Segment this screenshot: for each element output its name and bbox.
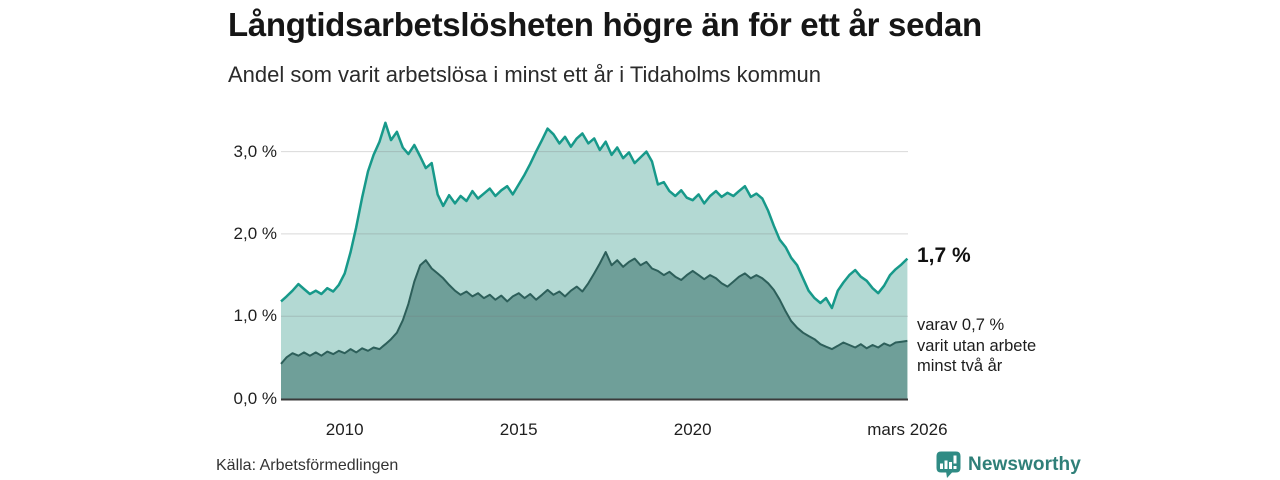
x-axis-tick-label: 2020 [673,420,712,439]
area-chart-plot [280,121,909,401]
y-axis-tick-label: 3,0 % [233,141,277,161]
page-title: Långtidsarbetslösheten högre än för ett … [228,6,982,43]
source-credit: Källa: Arbetsförmedlingen [216,457,399,474]
x-axis-tick-label: mars 2026 [867,420,948,439]
two-year-value-label: varav 0,7 % varit utan arbete minst två … [917,315,1036,377]
newsworthy-logo: Newsworthy [936,451,1081,479]
chart-subtitle: Andel som varit arbetslösa i minst ett å… [228,62,822,87]
two-year-value-line: varit utan arbete [917,336,1037,355]
x-axis-tick-label: 2010 [325,420,364,439]
two-year-value-line: minst två år [917,357,1003,375]
y-axis-tick-label: 0,0 % [233,388,277,408]
two-year-value-line: varav 0,7 % [917,316,1005,334]
y-axis-tick-label: 2,0 % [233,223,277,243]
latest-value-label: 1,7 % [917,244,971,267]
newsworthy-logo-text: Newsworthy [968,454,1081,475]
x-axis-tick-label: 2015 [499,420,538,439]
y-axis-tick-label: 1,0 % [233,306,277,326]
newsworthy-logo-icon [936,451,961,478]
